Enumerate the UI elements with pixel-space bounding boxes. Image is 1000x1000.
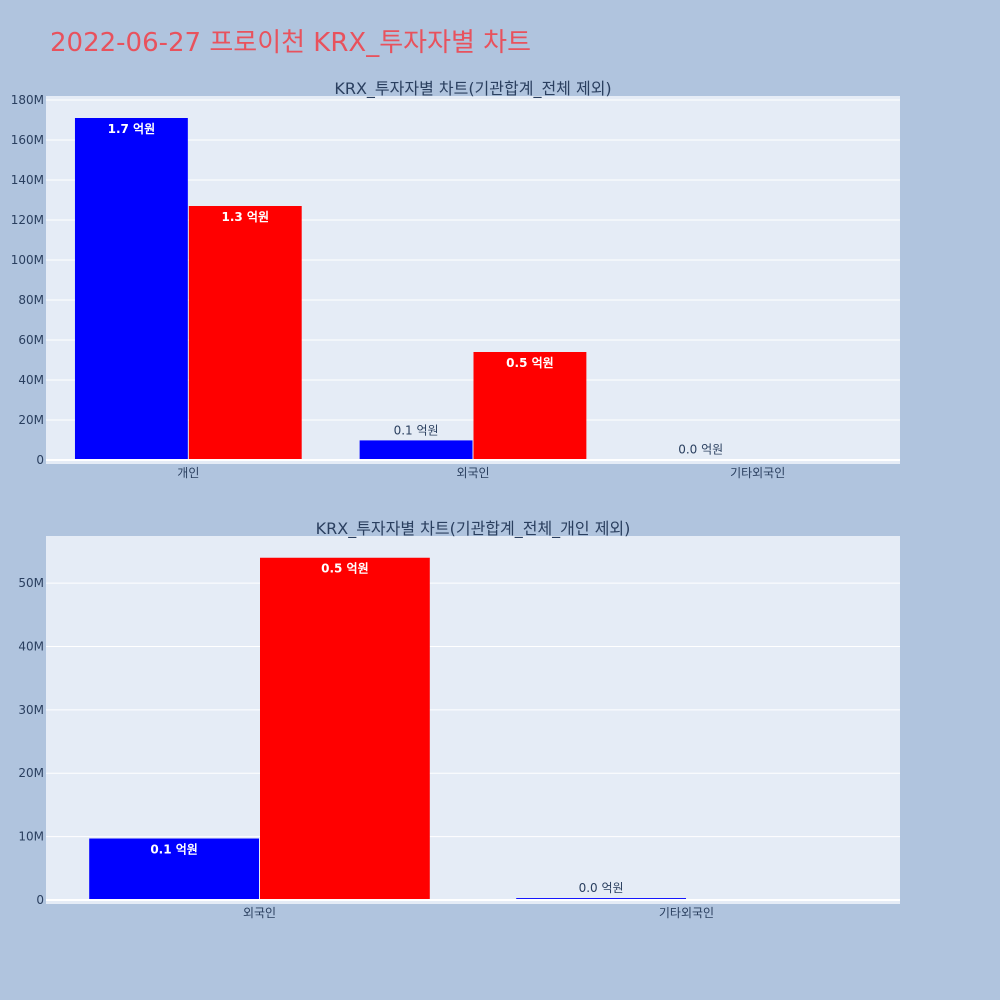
- bar: [89, 838, 259, 900]
- bar-data-label: 1.7 억원: [108, 122, 156, 136]
- x-tick-label: 기타외국인: [659, 906, 714, 920]
- y-tick-label: 0: [36, 893, 44, 907]
- y-tick-label: 20M: [18, 413, 44, 427]
- x-tick-label: 개인: [177, 466, 199, 480]
- y-tick-label: 100M: [11, 253, 44, 267]
- bar: [473, 352, 587, 460]
- y-tick-label: 50M: [18, 576, 44, 590]
- y-tick-label: 60M: [18, 333, 44, 347]
- bar-data-label: 0.5 억원: [506, 356, 554, 370]
- bar-chart-excluding-institutions: KRX_투자자별 차트(기관합계_전체 제외) 0 20M 40M 60M 80M 100M…: [11, 79, 900, 480]
- y-tick-label: 30M: [18, 703, 44, 717]
- bar-data-label: 0.0 억원: [678, 442, 723, 456]
- bar-data-label: 0.0 억원: [579, 881, 624, 895]
- x-tick-label: 외국인: [243, 906, 276, 920]
- page-title: 2022-06-27 프로이천 KRX_투자자별 차트: [50, 28, 532, 58]
- y-tick-label: 40M: [18, 373, 44, 387]
- bar: [260, 557, 430, 900]
- y-tick-label: 40M: [18, 639, 44, 653]
- chart-subtitle: KRX_투자자별 차트(기관합계_전체_개인 제외): [316, 519, 631, 539]
- y-tick-label: 80M: [18, 293, 44, 307]
- y-tick-label: 120M: [11, 213, 44, 227]
- y-tick-label: 180M: [11, 93, 44, 107]
- x-tick-label: 외국인: [456, 466, 489, 480]
- bar-data-label: 0.1 억원: [150, 843, 198, 857]
- plot-area: [46, 96, 900, 464]
- bar: [74, 118, 188, 460]
- y-tick-label: 140M: [11, 173, 44, 187]
- y-tick-label: 0: [36, 453, 44, 467]
- bar-data-label: 1.3 억원: [222, 210, 270, 224]
- y-tick-label: 20M: [18, 766, 44, 780]
- y-tick-label: 160M: [11, 133, 44, 147]
- bar: [188, 206, 302, 460]
- bar: [359, 440, 473, 460]
- y-tick-label: 10M: [18, 830, 44, 844]
- x-tick-label: 기타외국인: [730, 466, 785, 480]
- bar-data-label: 0.1 억원: [394, 423, 439, 437]
- bar-data-label: 0.5 억원: [321, 562, 369, 576]
- chart-subtitle: KRX_투자자별 차트(기관합계_전체 제외): [334, 79, 611, 99]
